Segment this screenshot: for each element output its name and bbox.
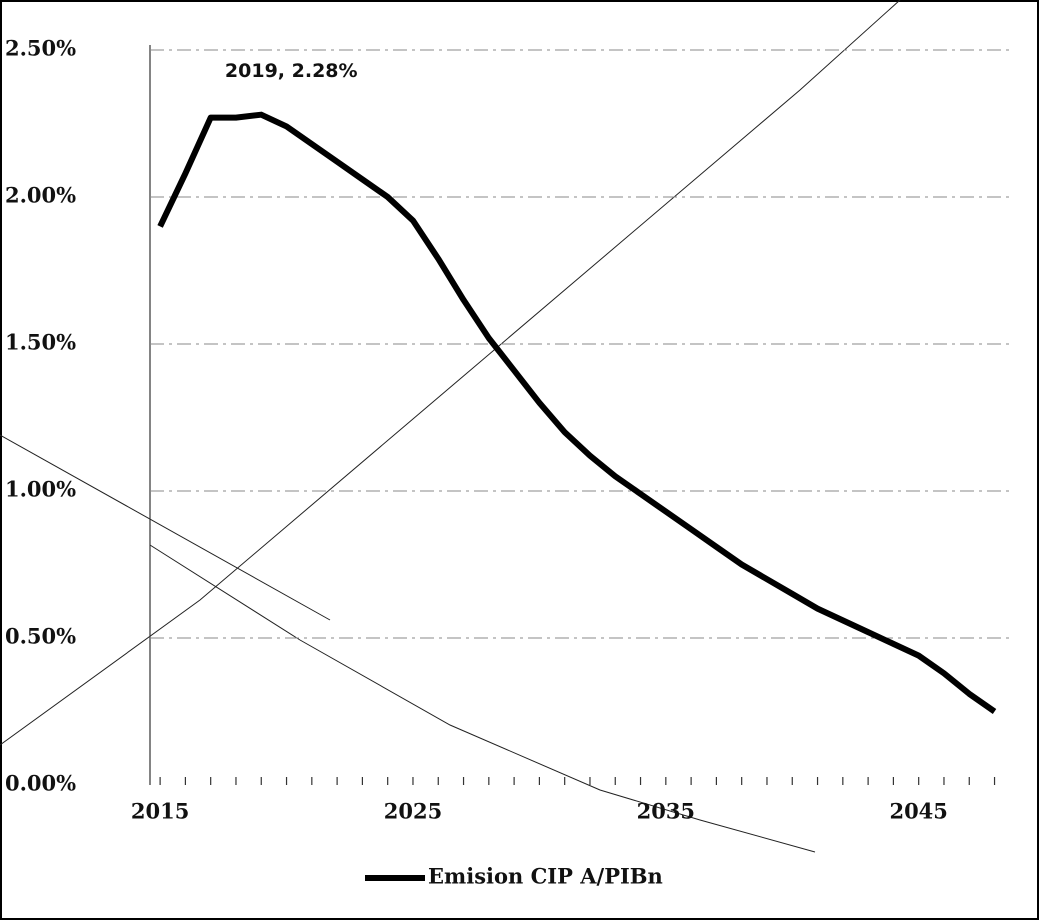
y-tick-label: 1.50%: [5, 330, 76, 355]
x-tick-label: 2035: [637, 799, 695, 824]
y-tick-label: 0.00%: [5, 771, 76, 796]
scan-artifact: [0, 434, 331, 621]
y-tick-label: 1.00%: [5, 477, 76, 502]
x-tick-label: 2015: [131, 799, 189, 824]
annotation: 2019, 2.28%: [225, 60, 358, 82]
x-tick-label: 2045: [889, 799, 947, 824]
y-tick-label: 0.50%: [5, 624, 76, 649]
y-tick-label: 2.00%: [5, 183, 76, 208]
y-tick-label: 2.50%: [5, 36, 76, 61]
series-line: [157, 111, 997, 714]
scan-artifact: [149, 544, 816, 853]
legend-label: Emision CIP A/PIBn: [428, 864, 663, 889]
scan-artifact: [0, 0, 901, 746]
x-tick-label: 2025: [384, 799, 442, 824]
